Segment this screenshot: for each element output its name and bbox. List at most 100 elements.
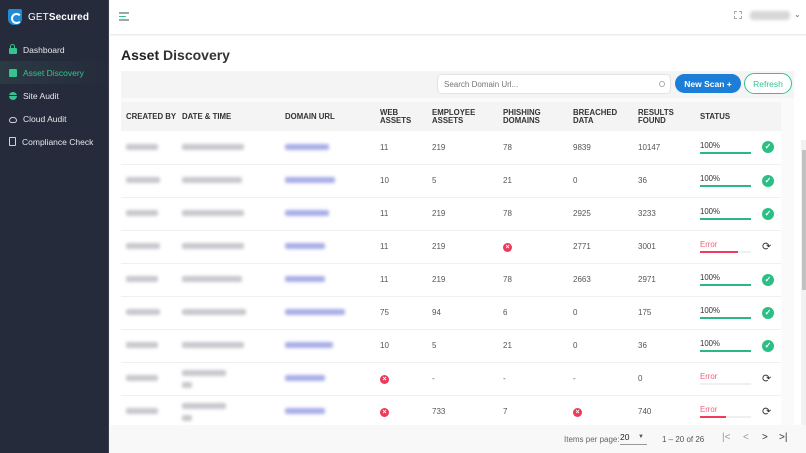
cell-status: 100% xyxy=(695,296,757,329)
status-label: 100% xyxy=(700,173,720,183)
cell-web-assets: 11 xyxy=(380,242,389,251)
col-created-by[interactable]: CREATED BY xyxy=(126,111,177,121)
table-row[interactable]: 11 219 78 2663 2971 100% ✓ xyxy=(121,263,781,296)
cell-created-by-redacted xyxy=(121,296,177,329)
cell-domain-url-redacted[interactable] xyxy=(280,263,375,296)
first-page-button[interactable]: |< xyxy=(722,432,731,443)
new-scan-button[interactable]: New Scan + xyxy=(675,74,741,93)
table-toolbar: New Scan + Refresh xyxy=(121,71,794,98)
status-label: Error xyxy=(700,239,718,249)
cell-domain-url-redacted[interactable] xyxy=(280,362,375,395)
cell-web-assets: 11 xyxy=(380,142,389,152)
scrollbar-thumb[interactable] xyxy=(802,150,806,290)
logo[interactable]: GETSecured xyxy=(0,0,108,34)
menu-toggle-icon[interactable] xyxy=(119,12,129,21)
sidebar-item-asset-discovery[interactable]: Asset Discovery xyxy=(0,61,108,84)
col-web-assets[interactable]: WEB ASSETS xyxy=(380,107,412,125)
col-domain-url[interactable]: DOMAIN URL xyxy=(285,111,335,121)
progress-bar xyxy=(700,283,751,287)
refresh-button[interactable]: Refresh xyxy=(744,73,792,94)
prev-page-button[interactable]: < xyxy=(743,432,749,443)
cell-domain-url-redacted[interactable] xyxy=(280,395,375,428)
progress-bar xyxy=(700,184,751,188)
status-label: 100% xyxy=(700,272,720,282)
sidebar-item-cloud-audit[interactable]: Cloud Audit xyxy=(0,107,108,130)
cell-web-assets: 11 xyxy=(380,209,389,218)
cell-action: ⟳ xyxy=(757,395,781,428)
check-circle-icon: ✓ xyxy=(762,141,774,154)
search-input[interactable] xyxy=(437,74,671,94)
table-row[interactable]: 11 219 78 2925 3233 100% ✓ xyxy=(121,197,781,230)
cell-phishing-domains: 78 xyxy=(503,275,512,284)
pagination-range: 1 – 20 of 26 xyxy=(662,435,705,444)
cell-employee-assets: - xyxy=(432,374,435,383)
globe-icon xyxy=(9,91,17,100)
last-page-button[interactable]: >| xyxy=(779,432,788,443)
status-label: 100% xyxy=(700,140,720,150)
cell-domain-url-redacted[interactable] xyxy=(280,329,375,362)
retry-icon[interactable]: ⟳ xyxy=(762,241,772,253)
sidebar-item-label: Site Audit xyxy=(23,90,59,101)
check-circle-icon: ✓ xyxy=(762,207,774,220)
table-row[interactable]: 11 219 78 9839 10147 100% ✓ xyxy=(121,131,781,164)
check-circle-icon: ✓ xyxy=(762,306,774,319)
table-row[interactable]: 11 219 × 2771 3001 Error ⟳ xyxy=(121,230,781,263)
cell-domain-url-redacted[interactable] xyxy=(280,197,375,230)
cell-action: ✓ xyxy=(757,197,781,230)
cell-date-time-redacted xyxy=(177,362,280,395)
error-x-icon: × xyxy=(380,407,389,417)
next-page-button[interactable]: > xyxy=(762,432,768,443)
col-breached-data[interactable]: BREACHED DATA xyxy=(573,107,618,125)
progress-bar xyxy=(700,250,751,254)
table-row[interactable]: 75 94 6 0 175 100% ✓ xyxy=(121,296,781,329)
cell-created-by-redacted xyxy=(121,362,177,395)
main-content: Asset Discovery New Scan + Refresh CREAT… xyxy=(110,36,806,453)
sidebar-item-label: Asset Discovery xyxy=(23,67,84,78)
retry-icon[interactable]: ⟳ xyxy=(762,373,772,385)
cell-breached-data: 2771 xyxy=(573,242,591,251)
search-icon xyxy=(659,81,665,87)
chevron-down-icon[interactable]: ⌄ xyxy=(794,10,801,19)
cell-results-found: 740 xyxy=(638,407,652,416)
col-status[interactable]: STATUS xyxy=(700,111,731,121)
cell-created-by-redacted xyxy=(121,197,177,230)
cell-employee-assets: 733 xyxy=(432,407,446,416)
sidebar-item-compliance-check[interactable]: Compliance Check xyxy=(0,130,108,153)
cell-action: ✓ xyxy=(757,296,781,329)
cell-status: Error xyxy=(695,230,757,263)
items-per-page-select[interactable]: 20 xyxy=(620,432,647,445)
retry-icon[interactable]: ⟳ xyxy=(762,406,772,418)
error-x-icon: × xyxy=(503,242,512,252)
sidebar-item-site-audit[interactable]: Site Audit xyxy=(0,84,108,107)
cell-domain-url-redacted[interactable] xyxy=(280,131,375,164)
sidebar-item-dashboard[interactable]: Dashboard xyxy=(0,38,108,61)
user-name-redacted[interactable] xyxy=(750,11,790,20)
table-row[interactable]: 10 5 21 0 36 100% ✓ xyxy=(121,164,781,197)
table-row[interactable]: 10 5 21 0 36 100% ✓ xyxy=(121,329,781,362)
cell-date-time-redacted xyxy=(177,296,280,329)
fullscreen-icon[interactable] xyxy=(734,11,742,19)
col-employee-assets[interactable]: EMPLOYEE ASSETS xyxy=(432,107,476,125)
table-row[interactable]: × 733 7 × 740 Error ⟳ xyxy=(121,395,781,428)
cell-domain-url-redacted[interactable] xyxy=(280,164,375,197)
col-date-time[interactable]: DATE & TIME xyxy=(182,111,232,121)
status-label: 100% xyxy=(700,206,720,216)
table-row[interactable]: × - - - 0 Error ⟳ xyxy=(121,362,781,395)
table-scrollbar[interactable] xyxy=(801,140,806,446)
cell-phishing-domains: 78 xyxy=(503,142,512,152)
cell-domain-url-redacted[interactable] xyxy=(280,296,375,329)
check-circle-icon: ✓ xyxy=(762,174,774,187)
caret-down-icon[interactable]: ▼ xyxy=(638,434,644,440)
cell-web-assets: 10 xyxy=(380,176,389,185)
cell-date-time-redacted xyxy=(177,263,280,296)
cell-domain-url-redacted[interactable] xyxy=(280,230,375,263)
cell-results-found: 3233 xyxy=(638,209,656,218)
cell-action: ✓ xyxy=(757,131,781,164)
progress-bar xyxy=(700,217,751,221)
cell-results-found: 3001 xyxy=(638,242,656,251)
cell-breached-data: 0 xyxy=(573,176,578,185)
cell-web-assets: 11 xyxy=(380,275,389,284)
scans-table: CREATED BY DATE & TIME DOMAIN URL WEB AS… xyxy=(121,102,781,429)
col-results-found[interactable]: RESULTS FOUND xyxy=(638,107,674,125)
col-phishing-domains[interactable]: PHISHING DOMAINS xyxy=(503,107,541,125)
